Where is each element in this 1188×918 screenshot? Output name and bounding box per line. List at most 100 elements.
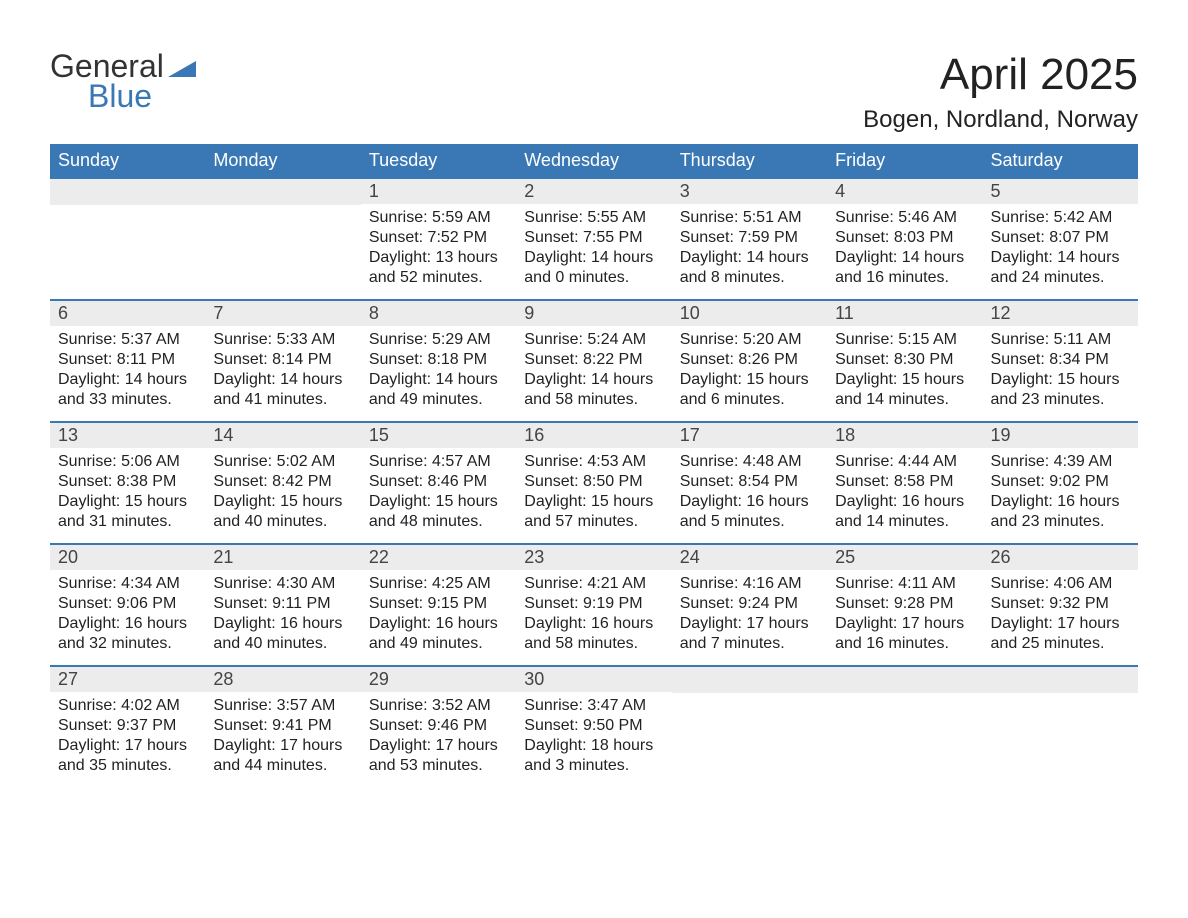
day-body: Sunrise: 5:06 AMSunset: 8:38 PMDaylight:…: [50, 448, 205, 540]
day-number: 14: [205, 423, 360, 448]
sunrise-line: Sunrise: 5:55 AM: [524, 208, 663, 228]
calendar-cell: 30Sunrise: 3:47 AMSunset: 9:50 PMDayligh…: [516, 666, 671, 788]
day-number: 25: [827, 545, 982, 570]
day-number: 8: [361, 301, 516, 326]
sunset-line: Sunset: 9:06 PM: [58, 594, 197, 614]
daylight-line-2: and 23 minutes.: [991, 390, 1130, 410]
daylight-line-2: and 16 minutes.: [835, 634, 974, 654]
day-body: Sunrise: 4:34 AMSunset: 9:06 PMDaylight:…: [50, 570, 205, 662]
daylight-line-2: and 35 minutes.: [58, 756, 197, 776]
daylight-line-1: Daylight: 15 hours: [369, 492, 508, 512]
day-body: Sunrise: 4:57 AMSunset: 8:46 PMDaylight:…: [361, 448, 516, 540]
day-body-empty: [205, 205, 360, 265]
day-body: Sunrise: 4:30 AMSunset: 9:11 PMDaylight:…: [205, 570, 360, 662]
day-number: 28: [205, 667, 360, 692]
logo-flag-icon: [168, 50, 196, 82]
day-number: 5: [983, 179, 1138, 204]
weekday-header: Monday: [205, 144, 360, 178]
sunset-line: Sunset: 9:37 PM: [58, 716, 197, 736]
daylight-line-1: Daylight: 15 hours: [524, 492, 663, 512]
daylight-line-2: and 49 minutes.: [369, 634, 508, 654]
sunrise-line: Sunrise: 5:15 AM: [835, 330, 974, 350]
day-number: 30: [516, 667, 671, 692]
calendar-cell: 21Sunrise: 4:30 AMSunset: 9:11 PMDayligh…: [205, 544, 360, 666]
day-body-empty: [827, 693, 982, 753]
daylight-line-2: and 23 minutes.: [991, 512, 1130, 532]
sunset-line: Sunset: 8:50 PM: [524, 472, 663, 492]
calendar-cell: 8Sunrise: 5:29 AMSunset: 8:18 PMDaylight…: [361, 300, 516, 422]
day-body: Sunrise: 5:59 AMSunset: 7:52 PMDaylight:…: [361, 204, 516, 296]
day-number: 2: [516, 179, 671, 204]
daylight-line-2: and 58 minutes.: [524, 634, 663, 654]
sunset-line: Sunset: 8:22 PM: [524, 350, 663, 370]
daylight-line-1: Daylight: 16 hours: [58, 614, 197, 634]
sunset-line: Sunset: 9:50 PM: [524, 716, 663, 736]
calendar-cell: 7Sunrise: 5:33 AMSunset: 8:14 PMDaylight…: [205, 300, 360, 422]
calendar-week: 20Sunrise: 4:34 AMSunset: 9:06 PMDayligh…: [50, 544, 1138, 666]
sunrise-line: Sunrise: 4:30 AM: [213, 574, 352, 594]
calendar-cell: 27Sunrise: 4:02 AMSunset: 9:37 PMDayligh…: [50, 666, 205, 788]
calendar-cell: 6Sunrise: 5:37 AMSunset: 8:11 PMDaylight…: [50, 300, 205, 422]
calendar-week: 1Sunrise: 5:59 AMSunset: 7:52 PMDaylight…: [50, 178, 1138, 300]
daylight-line-1: Daylight: 13 hours: [369, 248, 508, 268]
day-number: 6: [50, 301, 205, 326]
day-number: 12: [983, 301, 1138, 326]
day-body: Sunrise: 3:52 AMSunset: 9:46 PMDaylight:…: [361, 692, 516, 784]
daylight-line-2: and 33 minutes.: [58, 390, 197, 410]
calendar-cell: 5Sunrise: 5:42 AMSunset: 8:07 PMDaylight…: [983, 178, 1138, 300]
daylight-line-1: Daylight: 16 hours: [680, 492, 819, 512]
day-body: Sunrise: 4:21 AMSunset: 9:19 PMDaylight:…: [516, 570, 671, 662]
day-number: 23: [516, 545, 671, 570]
weekday-header: Friday: [827, 144, 982, 178]
daylight-line-2: and 6 minutes.: [680, 390, 819, 410]
day-body: Sunrise: 4:53 AMSunset: 8:50 PMDaylight:…: [516, 448, 671, 540]
day-number: 15: [361, 423, 516, 448]
sunrise-line: Sunrise: 4:21 AM: [524, 574, 663, 594]
day-body: Sunrise: 4:44 AMSunset: 8:58 PMDaylight:…: [827, 448, 982, 540]
sunrise-line: Sunrise: 4:11 AM: [835, 574, 974, 594]
calendar-cell: 29Sunrise: 3:52 AMSunset: 9:46 PMDayligh…: [361, 666, 516, 788]
daylight-line-2: and 44 minutes.: [213, 756, 352, 776]
sunset-line: Sunset: 8:11 PM: [58, 350, 197, 370]
daylight-line-2: and 49 minutes.: [369, 390, 508, 410]
sunset-line: Sunset: 9:19 PM: [524, 594, 663, 614]
sunrise-line: Sunrise: 4:25 AM: [369, 574, 508, 594]
day-body-empty: [50, 205, 205, 265]
calendar-cell: 11Sunrise: 5:15 AMSunset: 8:30 PMDayligh…: [827, 300, 982, 422]
sunset-line: Sunset: 9:15 PM: [369, 594, 508, 614]
daylight-line-1: Daylight: 14 hours: [58, 370, 197, 390]
day-number: 19: [983, 423, 1138, 448]
sunrise-line: Sunrise: 3:57 AM: [213, 696, 352, 716]
sunset-line: Sunset: 8:03 PM: [835, 228, 974, 248]
calendar-cell: [983, 666, 1138, 788]
daylight-line-1: Daylight: 15 hours: [680, 370, 819, 390]
sunrise-line: Sunrise: 4:53 AM: [524, 452, 663, 472]
day-number-empty: [983, 667, 1138, 693]
daylight-line-1: Daylight: 14 hours: [835, 248, 974, 268]
daylight-line-2: and 7 minutes.: [680, 634, 819, 654]
sunset-line: Sunset: 7:55 PM: [524, 228, 663, 248]
day-body: Sunrise: 5:29 AMSunset: 8:18 PMDaylight:…: [361, 326, 516, 418]
daylight-line-2: and 41 minutes.: [213, 390, 352, 410]
sunrise-line: Sunrise: 3:47 AM: [524, 696, 663, 716]
daylight-line-1: Daylight: 16 hours: [524, 614, 663, 634]
sunrise-line: Sunrise: 5:46 AM: [835, 208, 974, 228]
day-body: Sunrise: 5:37 AMSunset: 8:11 PMDaylight:…: [50, 326, 205, 418]
daylight-line-1: Daylight: 14 hours: [680, 248, 819, 268]
sunrise-line: Sunrise: 5:37 AM: [58, 330, 197, 350]
day-number-empty: [50, 179, 205, 205]
month-title: April 2025: [863, 50, 1138, 100]
day-number: 7: [205, 301, 360, 326]
calendar-cell: 2Sunrise: 5:55 AMSunset: 7:55 PMDaylight…: [516, 178, 671, 300]
daylight-line-1: Daylight: 14 hours: [524, 370, 663, 390]
weekday-header: Thursday: [672, 144, 827, 178]
sunrise-line: Sunrise: 4:57 AM: [369, 452, 508, 472]
day-body-empty: [672, 693, 827, 753]
logo-text-2: Blue: [88, 80, 196, 112]
day-number: 22: [361, 545, 516, 570]
day-body: Sunrise: 3:47 AMSunset: 9:50 PMDaylight:…: [516, 692, 671, 784]
day-number: 24: [672, 545, 827, 570]
weekday-header: Tuesday: [361, 144, 516, 178]
daylight-line-2: and 32 minutes.: [58, 634, 197, 654]
sunrise-line: Sunrise: 4:44 AM: [835, 452, 974, 472]
